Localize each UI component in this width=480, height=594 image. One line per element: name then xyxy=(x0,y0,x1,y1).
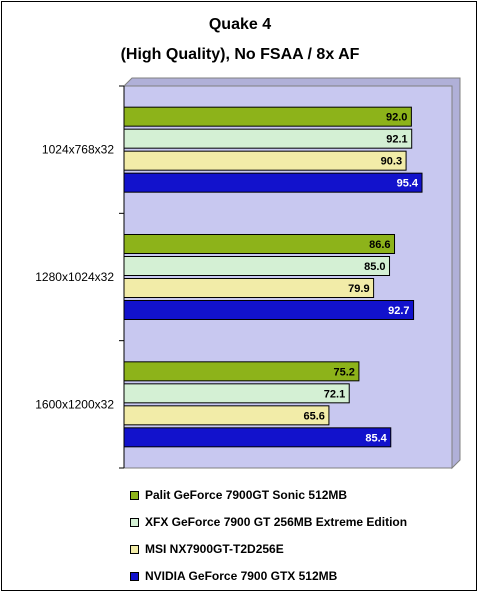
bar xyxy=(123,150,407,171)
legend-swatch xyxy=(130,490,139,500)
bar xyxy=(123,278,375,298)
data-label: 75.2 xyxy=(333,366,354,378)
data-label: 85.0 xyxy=(364,261,385,273)
legend-label: XFX GeForce 7900 GT 256MB Extreme Editio… xyxy=(145,515,408,529)
category-label: 1024x768x32 xyxy=(42,143,114,157)
data-label: 86.6 xyxy=(369,239,390,251)
chart-subtitle: (High Quality), No FSAA / 8x AF xyxy=(120,46,360,63)
legend-label: Palit GeForce 7900GT Sonic 512MB xyxy=(145,488,348,502)
data-label: 92.1 xyxy=(386,134,407,146)
data-label: 85.4 xyxy=(365,432,387,444)
category-label: 1280x1024x32 xyxy=(35,270,114,284)
data-label: 92.0 xyxy=(386,112,407,124)
legend-swatch xyxy=(130,544,139,554)
legend-swatch xyxy=(130,517,139,527)
bar xyxy=(123,172,423,193)
chart-title: Quake 4 xyxy=(208,16,272,33)
legend-label: MSI NX7900GT-T2D256E xyxy=(145,542,284,556)
legend-swatch xyxy=(130,571,139,581)
legend-item: XFX GeForce 7900 GT 256MB Extreme Editio… xyxy=(130,514,407,530)
bar xyxy=(123,383,350,404)
data-label: 65.6 xyxy=(304,410,325,422)
data-label: 92.7 xyxy=(388,305,409,317)
legend-item: Palit GeForce 7900GT Sonic 512MB xyxy=(130,487,347,503)
legend-item: MSI NX7900GT-T2D256E xyxy=(130,541,284,557)
category-label: 1600x1200x32 xyxy=(35,397,114,411)
bar xyxy=(123,256,391,276)
bar xyxy=(123,234,396,254)
bar xyxy=(123,427,392,448)
data-label: 90.3 xyxy=(381,156,402,168)
bar xyxy=(123,300,415,320)
data-label: 79.9 xyxy=(348,283,369,295)
data-label: 95.4 xyxy=(397,178,419,190)
plot-area xyxy=(123,85,453,469)
bar xyxy=(123,106,412,127)
bar xyxy=(123,405,330,426)
data-label: 72.1 xyxy=(324,388,345,400)
legend-label: NVIDIA GeForce 7900 GTX 512MB xyxy=(145,569,338,583)
legend-item: NVIDIA GeForce 7900 GTX 512MB xyxy=(130,568,337,584)
bar xyxy=(123,361,360,382)
bar xyxy=(123,128,413,149)
